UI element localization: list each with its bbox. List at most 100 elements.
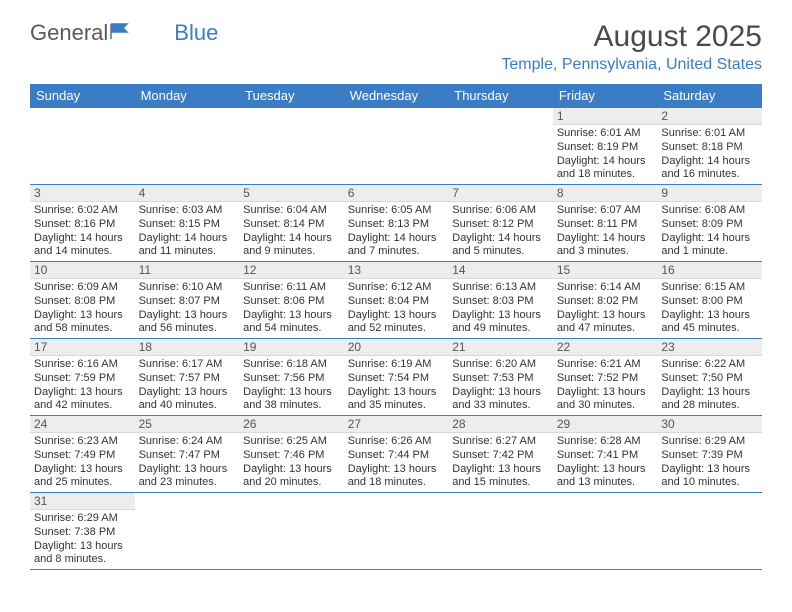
day-number: 4: [135, 185, 240, 202]
day-info: Sunrise: 6:26 AMSunset: 7:44 PMDaylight:…: [344, 433, 449, 492]
day-info: Sunrise: 6:24 AMSunset: 7:47 PMDaylight:…: [135, 433, 240, 492]
calendar-cell: 3Sunrise: 6:02 AMSunset: 8:16 PMDaylight…: [30, 185, 135, 262]
sunrise-text: Sunrise: 6:17 AM: [139, 358, 236, 372]
day-number: 31: [30, 493, 135, 510]
calendar-cell: 31Sunrise: 6:29 AMSunset: 7:38 PMDayligh…: [30, 493, 135, 570]
day-number: 7: [448, 185, 553, 202]
daylight-text: Daylight: 14 hours and 5 minutes.: [452, 232, 549, 260]
sunrise-text: Sunrise: 6:01 AM: [661, 127, 758, 141]
day-number: 23: [657, 339, 762, 356]
day-number: 3: [30, 185, 135, 202]
day-number: 15: [553, 262, 658, 279]
sunset-text: Sunset: 8:04 PM: [348, 295, 445, 309]
sunset-text: Sunset: 7:50 PM: [661, 372, 758, 386]
day-number: 22: [553, 339, 658, 356]
day-info: Sunrise: 6:22 AMSunset: 7:50 PMDaylight:…: [657, 356, 762, 415]
logo-text-1: General: [30, 20, 108, 46]
calendar-week-row: 1Sunrise: 6:01 AMSunset: 8:19 PMDaylight…: [30, 108, 762, 185]
day-info: Sunrise: 6:29 AMSunset: 7:39 PMDaylight:…: [657, 433, 762, 492]
sunset-text: Sunset: 8:08 PM: [34, 295, 131, 309]
weekday-header: Thursday: [448, 84, 553, 108]
sunrise-text: Sunrise: 6:01 AM: [557, 127, 654, 141]
weekday-header: Monday: [135, 84, 240, 108]
calendar-cell: 2Sunrise: 6:01 AMSunset: 8:18 PMDaylight…: [657, 108, 762, 185]
calendar-cell: 4Sunrise: 6:03 AMSunset: 8:15 PMDaylight…: [135, 185, 240, 262]
day-info: Sunrise: 6:15 AMSunset: 8:00 PMDaylight:…: [657, 279, 762, 338]
daylight-text: Daylight: 13 hours and 54 minutes.: [243, 309, 340, 337]
sunrise-text: Sunrise: 6:16 AM: [34, 358, 131, 372]
daylight-text: Daylight: 13 hours and 35 minutes.: [348, 386, 445, 414]
logo: General Blue: [30, 20, 218, 46]
sunset-text: Sunset: 7:47 PM: [139, 449, 236, 463]
day-info: Sunrise: 6:02 AMSunset: 8:16 PMDaylight:…: [30, 202, 135, 261]
sunset-text: Sunset: 7:56 PM: [243, 372, 340, 386]
calendar-cell: 5Sunrise: 6:04 AMSunset: 8:14 PMDaylight…: [239, 185, 344, 262]
calendar-cell: 24Sunrise: 6:23 AMSunset: 7:49 PMDayligh…: [30, 416, 135, 493]
day-info: Sunrise: 6:13 AMSunset: 8:03 PMDaylight:…: [448, 279, 553, 338]
calendar-week-row: 31Sunrise: 6:29 AMSunset: 7:38 PMDayligh…: [30, 493, 762, 570]
day-info: Sunrise: 6:06 AMSunset: 8:12 PMDaylight:…: [448, 202, 553, 261]
sunrise-text: Sunrise: 6:15 AM: [661, 281, 758, 295]
calendar-cell: 27Sunrise: 6:26 AMSunset: 7:44 PMDayligh…: [344, 416, 449, 493]
calendar-cell: 29Sunrise: 6:28 AMSunset: 7:41 PMDayligh…: [553, 416, 658, 493]
calendar-cell: [657, 493, 762, 570]
sunrise-text: Sunrise: 6:06 AM: [452, 204, 549, 218]
sunrise-text: Sunrise: 6:24 AM: [139, 435, 236, 449]
sunrise-text: Sunrise: 6:26 AM: [348, 435, 445, 449]
day-info: Sunrise: 6:05 AMSunset: 8:13 PMDaylight:…: [344, 202, 449, 261]
month-title: August 2025: [501, 20, 762, 54]
sunset-text: Sunset: 7:41 PM: [557, 449, 654, 463]
calendar-cell: [553, 493, 658, 570]
day-info: Sunrise: 6:21 AMSunset: 7:52 PMDaylight:…: [553, 356, 658, 415]
calendar-cell: 16Sunrise: 6:15 AMSunset: 8:00 PMDayligh…: [657, 262, 762, 339]
sunset-text: Sunset: 8:19 PM: [557, 141, 654, 155]
daylight-text: Daylight: 13 hours and 40 minutes.: [139, 386, 236, 414]
sunrise-text: Sunrise: 6:22 AM: [661, 358, 758, 372]
sunset-text: Sunset: 8:00 PM: [661, 295, 758, 309]
sunrise-text: Sunrise: 6:28 AM: [557, 435, 654, 449]
calendar-cell: 20Sunrise: 6:19 AMSunset: 7:54 PMDayligh…: [344, 339, 449, 416]
sunset-text: Sunset: 7:54 PM: [348, 372, 445, 386]
weekday-header: Sunday: [30, 84, 135, 108]
day-number: 20: [344, 339, 449, 356]
day-number: 9: [657, 185, 762, 202]
daylight-text: Daylight: 13 hours and 23 minutes.: [139, 463, 236, 491]
calendar-cell: 17Sunrise: 6:16 AMSunset: 7:59 PMDayligh…: [30, 339, 135, 416]
day-number: 29: [553, 416, 658, 433]
day-number: 18: [135, 339, 240, 356]
sunset-text: Sunset: 8:12 PM: [452, 218, 549, 232]
calendar-cell: 21Sunrise: 6:20 AMSunset: 7:53 PMDayligh…: [448, 339, 553, 416]
calendar-cell: 22Sunrise: 6:21 AMSunset: 7:52 PMDayligh…: [553, 339, 658, 416]
sunset-text: Sunset: 8:07 PM: [139, 295, 236, 309]
day-info: Sunrise: 6:03 AMSunset: 8:15 PMDaylight:…: [135, 202, 240, 261]
sunset-text: Sunset: 7:59 PM: [34, 372, 131, 386]
calendar-week-row: 17Sunrise: 6:16 AMSunset: 7:59 PMDayligh…: [30, 339, 762, 416]
sunrise-text: Sunrise: 6:11 AM: [243, 281, 340, 295]
day-info: Sunrise: 6:01 AMSunset: 8:19 PMDaylight:…: [553, 125, 658, 184]
calendar-cell: [239, 493, 344, 570]
day-number: 5: [239, 185, 344, 202]
calendar-cell: 13Sunrise: 6:12 AMSunset: 8:04 PMDayligh…: [344, 262, 449, 339]
weekday-header: Saturday: [657, 84, 762, 108]
sunset-text: Sunset: 8:15 PM: [139, 218, 236, 232]
daylight-text: Daylight: 14 hours and 7 minutes.: [348, 232, 445, 260]
daylight-text: Daylight: 13 hours and 58 minutes.: [34, 309, 131, 337]
day-info: Sunrise: 6:19 AMSunset: 7:54 PMDaylight:…: [344, 356, 449, 415]
sunrise-text: Sunrise: 6:10 AM: [139, 281, 236, 295]
daylight-text: Daylight: 13 hours and 33 minutes.: [452, 386, 549, 414]
sunrise-text: Sunrise: 6:05 AM: [348, 204, 445, 218]
calendar-cell: 18Sunrise: 6:17 AMSunset: 7:57 PMDayligh…: [135, 339, 240, 416]
weekday-header: Wednesday: [344, 84, 449, 108]
day-info: Sunrise: 6:29 AMSunset: 7:38 PMDaylight:…: [30, 510, 135, 569]
day-number: 24: [30, 416, 135, 433]
sunset-text: Sunset: 8:13 PM: [348, 218, 445, 232]
daylight-text: Daylight: 13 hours and 47 minutes.: [557, 309, 654, 337]
sunset-text: Sunset: 8:18 PM: [661, 141, 758, 155]
daylight-text: Daylight: 13 hours and 38 minutes.: [243, 386, 340, 414]
sunset-text: Sunset: 7:53 PM: [452, 372, 549, 386]
daylight-text: Daylight: 13 hours and 15 minutes.: [452, 463, 549, 491]
calendar-cell: [344, 493, 449, 570]
day-number: 8: [553, 185, 658, 202]
calendar-cell: 9Sunrise: 6:08 AMSunset: 8:09 PMDaylight…: [657, 185, 762, 262]
day-number: 11: [135, 262, 240, 279]
